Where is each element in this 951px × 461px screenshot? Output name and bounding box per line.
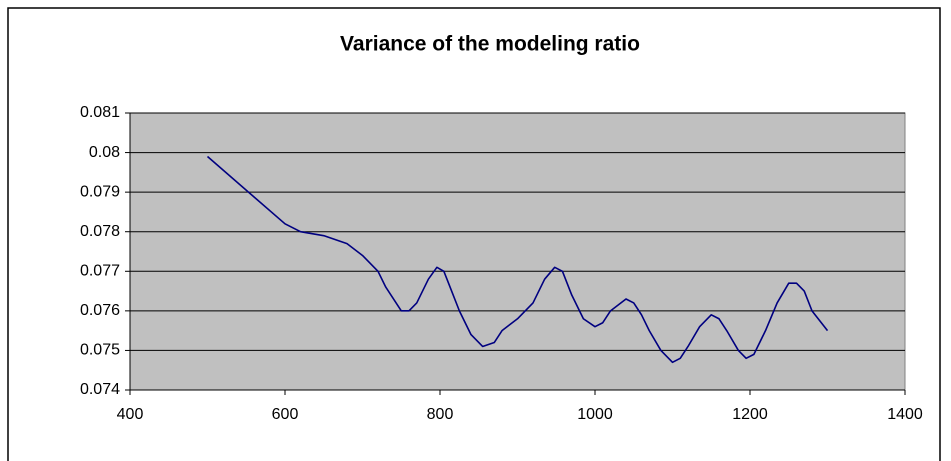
y-tick-label: 0.081	[80, 104, 120, 121]
y-tick-label: 0.077	[80, 263, 120, 280]
x-tick-label: 800	[427, 406, 454, 423]
x-tick-label: 1000	[577, 406, 613, 423]
y-tick-label: 0.075	[80, 342, 120, 359]
x-tick-label: 1200	[732, 406, 768, 423]
x-tick-label: 400	[117, 406, 144, 423]
y-tick-label: 0.079	[80, 183, 120, 200]
y-tick-label: 0.074	[80, 381, 120, 398]
x-tick-label: 600	[272, 406, 299, 423]
chart-title: Variance of the modeling ratio	[340, 33, 640, 56]
plot-area	[129, 112, 906, 391]
y-tick-label: 0.08	[89, 144, 120, 161]
y-tick-label: 0.076	[80, 302, 120, 319]
x-tick-label: 1400	[887, 406, 923, 423]
data-line	[206, 155, 829, 364]
y-tick-label: 0.078	[80, 223, 120, 240]
